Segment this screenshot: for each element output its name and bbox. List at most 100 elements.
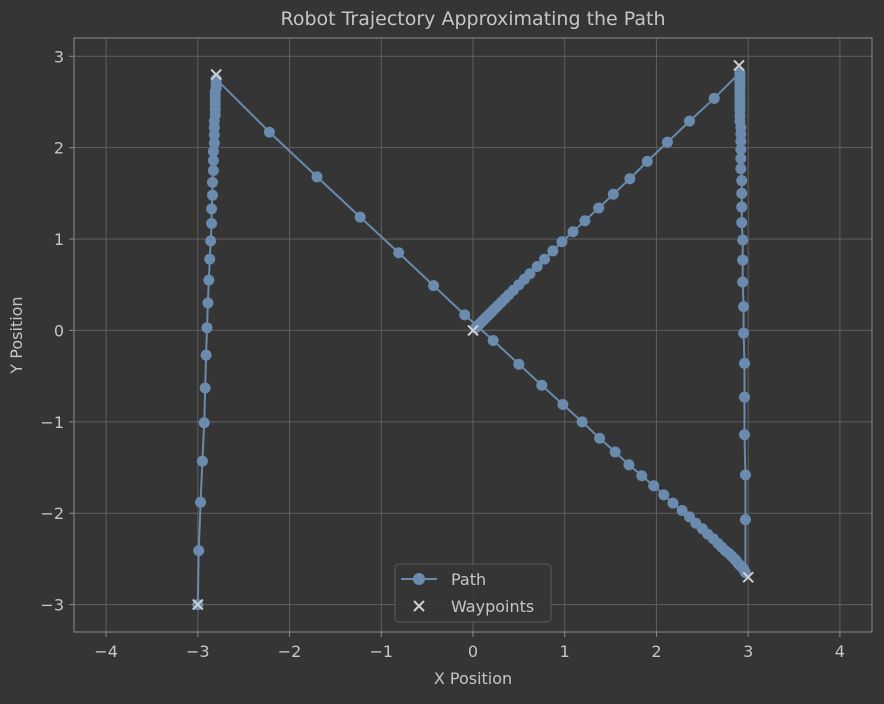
path-point [607,188,619,200]
path-point [735,163,747,175]
path-line [196,70,747,605]
path-point [658,489,670,501]
path-point [557,398,569,410]
legend-path-marker [413,573,425,585]
y-tick-label: 0 [54,321,64,340]
path-point [428,280,440,292]
path-point [199,382,211,394]
x-tick-label: 3 [743,642,753,661]
path-point [207,165,219,177]
legend-waypoints-label: Waypoints [451,597,534,616]
path-point [556,236,568,248]
path-point [624,173,636,185]
x-tick-label: 1 [560,642,570,661]
path-point [206,218,218,230]
path-point [208,137,220,149]
path-point [738,301,750,313]
waypoint-stroke [733,59,745,72]
path-point [205,235,217,247]
path-point [594,432,606,444]
path-point [739,429,751,441]
path-point [207,176,219,188]
path-point [204,253,216,265]
path-point [539,253,551,265]
path-point [531,260,543,272]
path-point [547,245,559,257]
path-point [609,446,621,458]
path-point [735,153,747,165]
path-point [739,391,751,403]
path-point [207,145,219,157]
path-point [579,215,591,227]
waypoint-marker [733,59,745,72]
path-point [737,276,749,288]
path-point [354,211,366,223]
y-tick-label: −2 [40,504,64,523]
waypoint-stroke [192,598,204,611]
path-point [206,203,218,215]
path-point [200,349,212,361]
legend-waypoint-marker-b [413,600,425,612]
path-point [641,155,653,167]
waypoint-marker [210,68,222,81]
series-path [192,67,751,611]
waypoint-stroke [742,571,754,583]
path-point [311,171,323,183]
path-point [636,470,648,482]
path-point [263,126,275,138]
path-point [459,309,471,321]
waypoint-marker [192,598,204,611]
path-point [393,247,405,259]
path-point [736,175,748,187]
path-point [683,115,695,127]
y-tick-label: 1 [54,230,64,249]
chart-title: Robot Trajectory Approximating the Path [280,8,665,30]
path-point [195,496,207,508]
grid [74,38,872,632]
path-point [661,136,673,148]
path-point [667,497,679,509]
path-point [202,297,214,309]
path-point [739,357,751,369]
path-point [676,504,688,516]
path-point [736,201,748,213]
path-point [576,416,588,428]
x-tick-label: −1 [369,642,393,661]
x-tick-label: −4 [94,642,118,661]
plot-frame [73,37,873,633]
path-point [196,455,208,467]
path-point [735,143,747,155]
waypoint-stroke [467,324,479,337]
y-axis-label: Y Position [7,296,26,374]
path-point [739,514,751,526]
path-point [567,226,579,238]
waypoint-marker [742,571,754,583]
path-point [536,379,548,391]
y-tick-label: −1 [40,413,64,432]
legend-path-label: Path [451,570,486,589]
path-point [736,217,748,229]
series-waypoints [192,59,754,611]
y-tick-label: 2 [54,139,64,158]
waypoint-stroke [210,68,222,81]
path-point [593,202,605,214]
path-point [623,459,635,471]
x-axis-label: X Position [434,669,512,688]
path-point [193,545,205,557]
path-point [487,334,499,346]
path-point [201,322,213,334]
waypoint-marker [467,324,479,337]
legend: Path Waypoints [394,563,552,623]
y-tick-label: 3 [54,47,64,66]
x-tick-label: 0 [468,642,478,661]
path-point [739,469,751,481]
axis-ticks: −4 −3 −2 −1 0 1 2 3 4 −3 −2 −1 0 1 2 3 [40,47,845,661]
x-tick-label: −2 [278,642,302,661]
path-point [207,154,219,166]
path-point [739,567,751,579]
path-point [737,234,749,246]
path-point [648,480,660,492]
x-tick-label: −3 [186,642,210,661]
path-point [198,417,210,429]
